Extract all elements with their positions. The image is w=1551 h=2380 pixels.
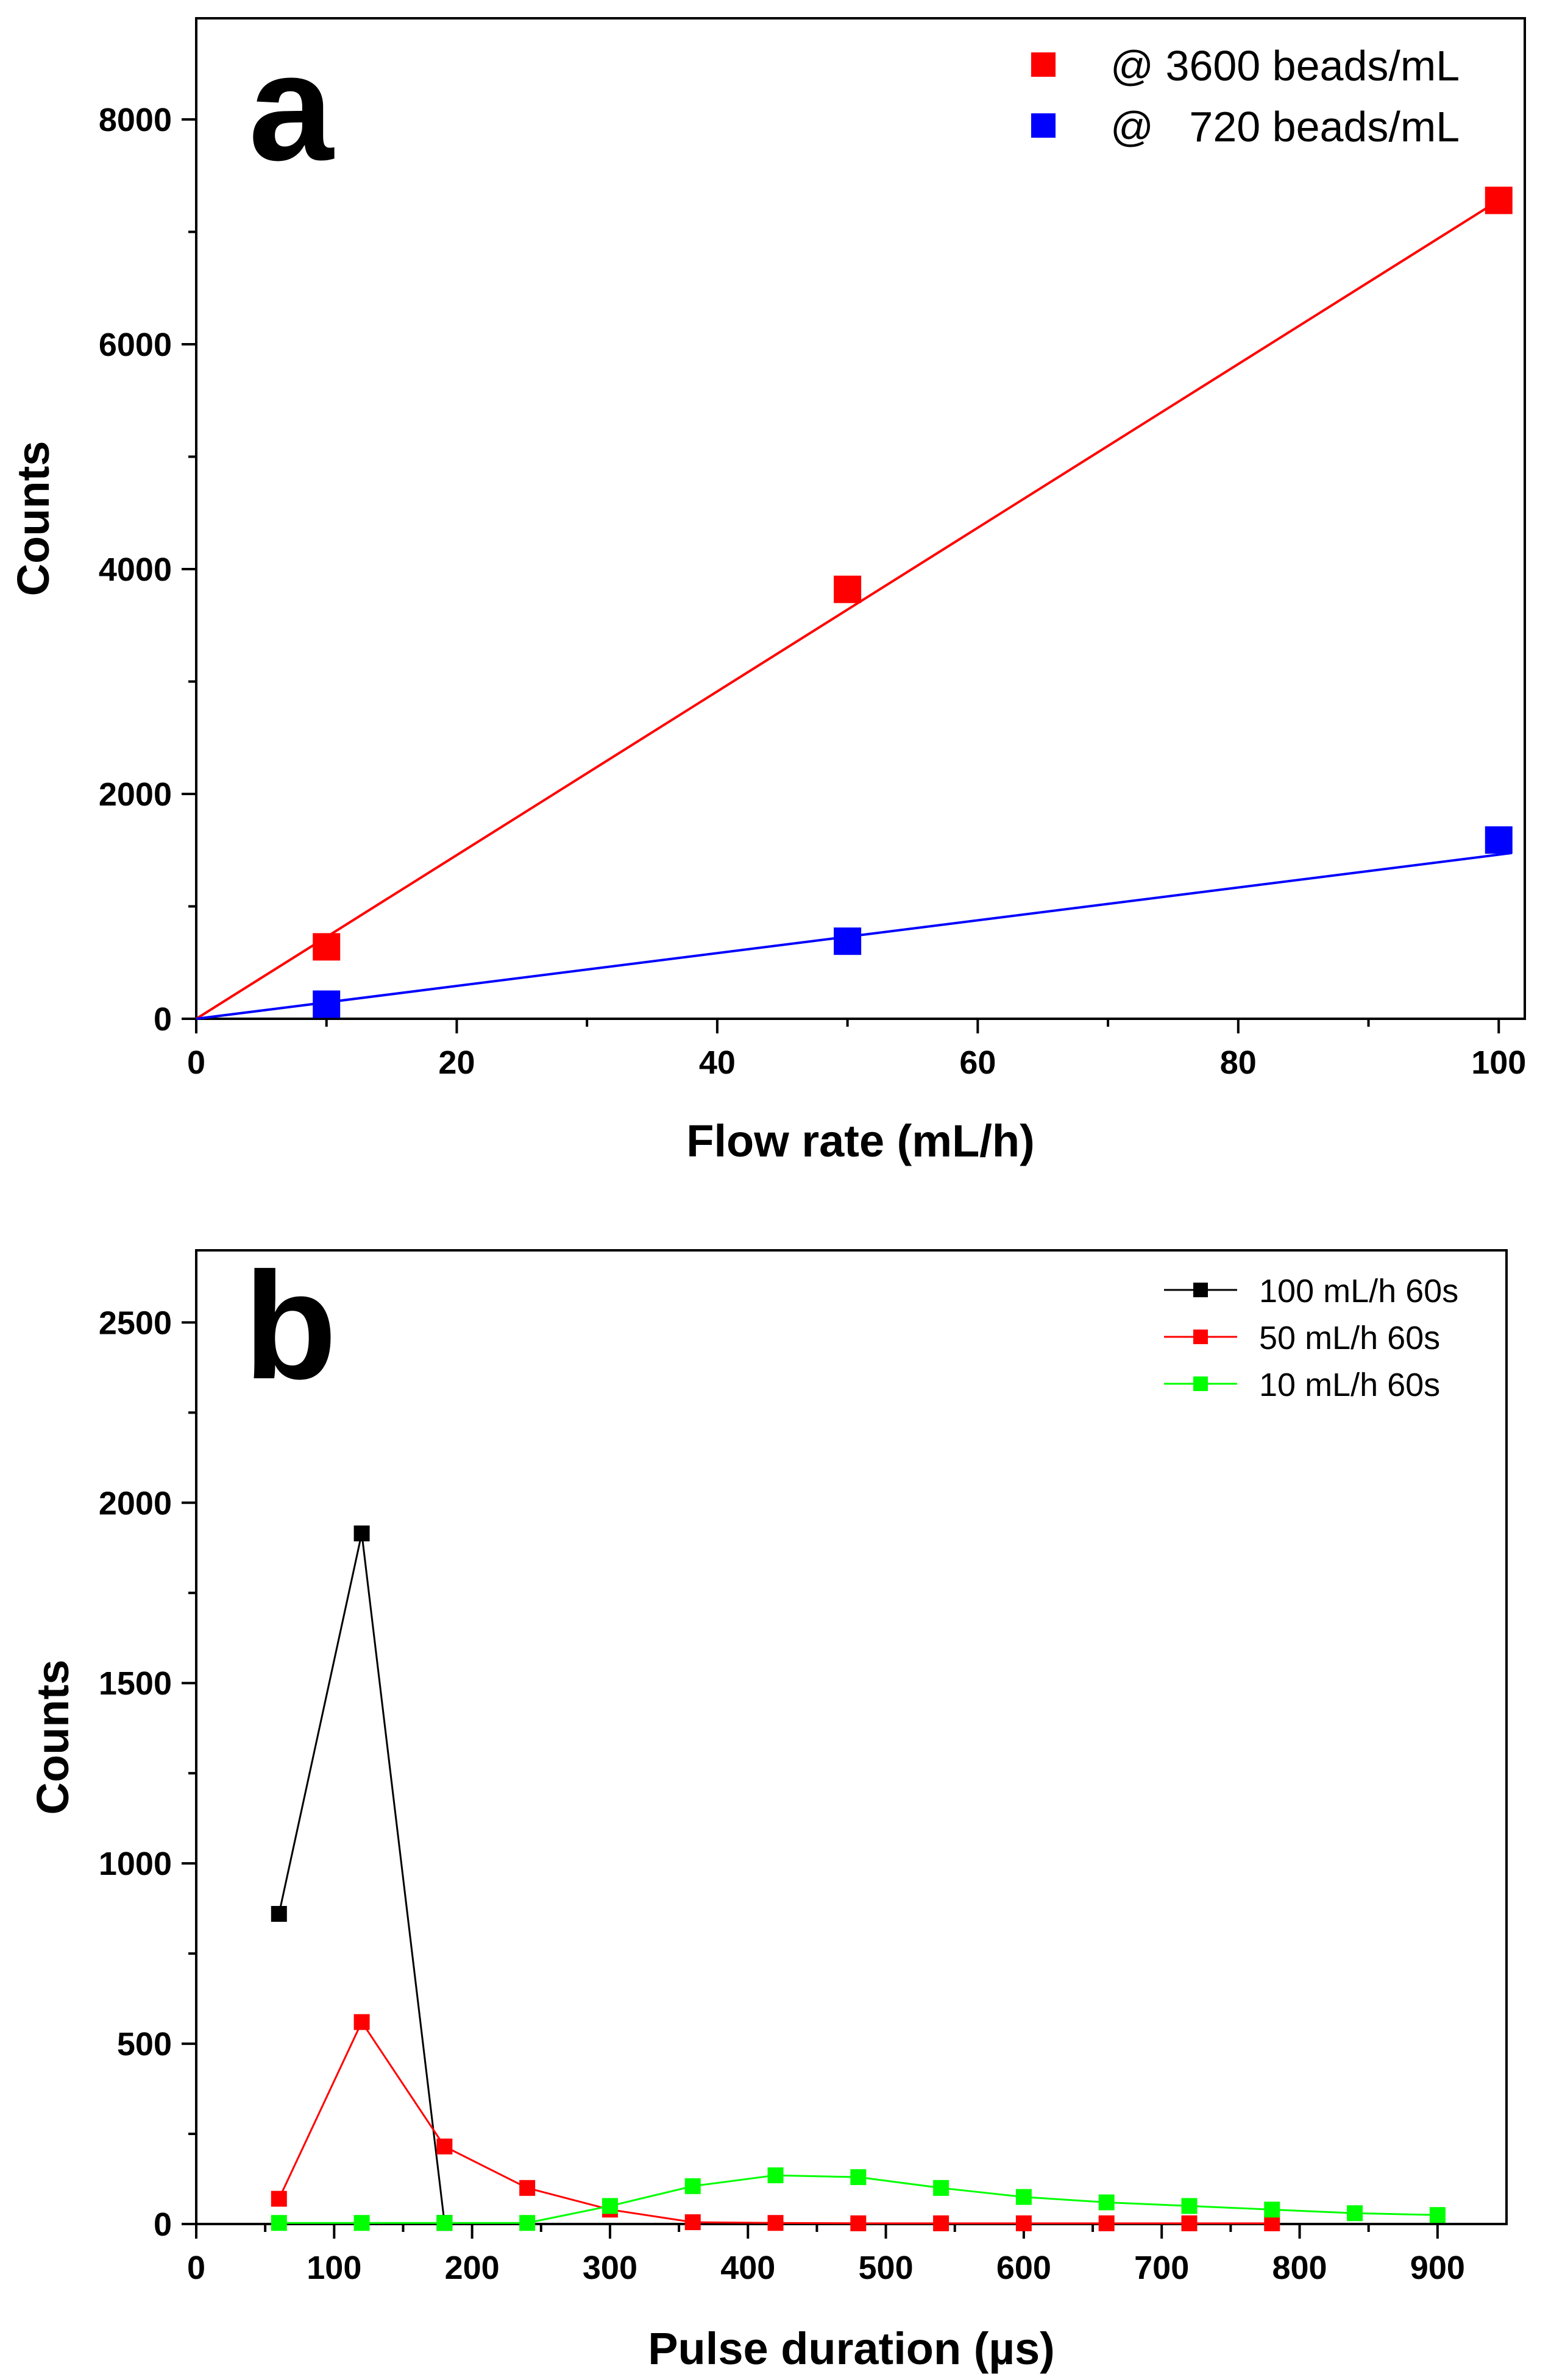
x-tick-label: 800: [1272, 2250, 1327, 2286]
data-point: [519, 2215, 536, 2231]
data-point: [353, 1525, 370, 1542]
series-line: [278, 1533, 445, 2223]
data-point: [1429, 2207, 1446, 2223]
x-tick-label: 20: [438, 1044, 475, 1081]
data-point: [1264, 2201, 1280, 2218]
y-tick-label: 2000: [99, 776, 172, 813]
x-tick-label: 900: [1410, 2250, 1465, 2286]
y-axis-title: Counts: [8, 441, 59, 597]
x-tick-label: 400: [720, 2250, 775, 2286]
data-point: [313, 933, 341, 961]
panel-letter: a: [249, 22, 335, 192]
y-tick-label: 4000: [99, 551, 172, 588]
x-tick-label: 40: [699, 1044, 736, 1081]
data-point: [1098, 2215, 1115, 2231]
x-tick-label: 600: [996, 2250, 1051, 2286]
x-tick-label: 0: [187, 2250, 205, 2286]
data-point: [271, 2215, 287, 2231]
y-tick-label: 0: [154, 1001, 172, 1038]
x-tick-label: 0: [187, 1044, 205, 1081]
x-axis-title: Pulse duration (µs): [648, 2323, 1055, 2374]
data-point: [850, 2169, 867, 2186]
data-point: [767, 2167, 784, 2184]
series-1: @ 720 beads/mL: [196, 103, 1513, 1020]
series-1: 50 mL/h 60s: [271, 1320, 1440, 2231]
data-point: [684, 2214, 701, 2231]
series-line: [278, 2020, 1272, 2225]
data-point: [1181, 2215, 1198, 2231]
legend-marker: [1031, 113, 1056, 138]
y-tick-label: 2000: [99, 1485, 172, 1521]
panel-a-chart: 0 20 40 60 80 100 0 2000 4000 6000 8000 Flow rate (…: [8, 17, 1526, 1166]
x-tick-label: 100: [307, 2250, 361, 2286]
data-point: [1015, 2189, 1032, 2205]
data-point: [850, 2215, 867, 2231]
legend-label: 100 mL/h 60s: [1259, 1273, 1458, 1309]
legend-marker: [1193, 1376, 1208, 1391]
data-point: [1181, 2198, 1198, 2214]
x-tick-label: 200: [445, 2250, 500, 2286]
x-tick-label: 80: [1220, 1044, 1257, 1081]
y-tick-label: 6000: [99, 327, 172, 363]
data-point: [1485, 186, 1513, 214]
plot-frame: [195, 17, 1526, 1020]
y-tick-label: 1000: [99, 1846, 172, 1882]
data-point: [313, 990, 341, 1018]
series-0: @ 3600 beads/mL: [195, 42, 1513, 1020]
legend-label: 50 mL/h 60s: [1259, 1320, 1440, 1356]
legend-label: 10 mL/h 60s: [1259, 1367, 1440, 1403]
legend-marker: [1193, 1330, 1208, 1344]
data-point: [933, 2180, 949, 2196]
panel-b-chart: 0 100 200 300 400 500 600 700 800 900 0 500 1000 1500…: [27, 1241, 1508, 2374]
x-tick-label: 700: [1134, 2250, 1189, 2286]
data-point: [933, 2215, 949, 2231]
legend-marker: [1193, 1283, 1208, 1297]
x-tick-label: 500: [859, 2250, 914, 2286]
series-2: 10 mL/h 60s: [271, 1367, 1446, 2231]
legend-label: @ 3600 beads/mL: [1110, 42, 1460, 90]
data-point: [834, 927, 862, 955]
data-point: [1015, 2215, 1032, 2231]
y-tick-label: 8000: [99, 102, 172, 138]
y-tick-label: 500: [117, 2026, 172, 2063]
fit-line: [195, 199, 1500, 1020]
data-point: [436, 2138, 453, 2155]
y-tick-label: 1500: [99, 1665, 172, 1702]
data-point: [271, 2191, 287, 2207]
series-0: 100 mL/h 60s: [271, 1273, 1458, 2231]
data-point: [602, 2198, 618, 2214]
y-tick-label: 0: [154, 2206, 172, 2243]
y-tick-label: 2500: [99, 1305, 172, 1341]
data-point: [271, 1906, 287, 1922]
data-point: [353, 2014, 370, 2030]
data-point: [767, 2215, 784, 2231]
x-tick-label: 300: [583, 2250, 637, 2286]
data-point: [834, 575, 862, 603]
legend-marker: [1031, 52, 1056, 77]
x-tick-label: 60: [959, 1044, 996, 1081]
x-tick-label: 100: [1471, 1044, 1526, 1081]
legend-label: @ 720 beads/mL: [1110, 103, 1460, 151]
data-point: [1485, 826, 1513, 854]
data-point: [353, 2215, 370, 2231]
x-axis-title: Flow rate (mL/h): [686, 1116, 1034, 1166]
panel-letter: b: [244, 1241, 337, 1411]
data-point: [436, 2215, 453, 2231]
data-point: [1264, 2215, 1280, 2231]
data-point: [684, 2178, 701, 2194]
data-point: [519, 2180, 536, 2196]
data-point: [1098, 2194, 1115, 2211]
y-axis-title: Counts: [27, 1660, 78, 1815]
data-point: [1347, 2205, 1363, 2222]
